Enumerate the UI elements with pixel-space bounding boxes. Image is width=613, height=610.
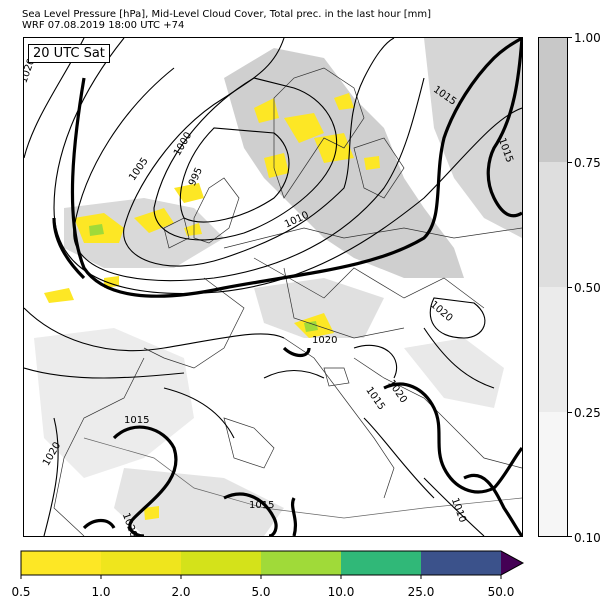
precip-band xyxy=(421,551,501,575)
map-canvas: 1020 1005 1000 995 1010 1015 1015 1020 1… xyxy=(24,38,522,536)
cloud-tick: 0.10 xyxy=(574,531,601,545)
cloud-tick: 0.25 xyxy=(574,406,601,420)
cloud-band-top xyxy=(539,38,567,162)
isobar-label: 1015 xyxy=(249,500,274,511)
precipitation-heavy xyxy=(89,224,318,332)
cloud-tick: 0.50 xyxy=(574,281,601,295)
isobar-label: 1010 xyxy=(449,497,468,525)
precip-band xyxy=(21,551,101,575)
isobar-label: 1020 xyxy=(41,440,63,468)
precip-band xyxy=(181,551,261,575)
valid-time-label: 20 UTC Sat xyxy=(28,44,110,63)
isobar-label: 1020 xyxy=(312,335,337,346)
cloud-band-2 xyxy=(539,162,567,287)
precip-tick: 2.0 xyxy=(171,585,191,599)
isobar-1015-bold xyxy=(52,38,522,536)
precipitation-colorbar xyxy=(20,550,525,579)
precip-tick: 1.0 xyxy=(91,585,111,599)
precip-band xyxy=(341,551,421,575)
isobar-label: 1020 xyxy=(428,299,455,324)
weather-map: 1020 1005 1000 995 1010 1015 1015 1020 1… xyxy=(23,37,523,537)
cloud-band-bottom xyxy=(539,412,567,536)
isobar-label: 1010 xyxy=(283,210,311,231)
precip-band xyxy=(101,551,181,575)
isobar-label: 1015 xyxy=(363,385,387,412)
isobar-label: 1005 xyxy=(127,156,151,183)
precip-extend-arrow xyxy=(501,551,523,575)
precip-tick: 50.0 xyxy=(487,585,515,599)
cloud-cover-layer xyxy=(34,38,522,536)
isobar-label: 1000 xyxy=(172,130,194,158)
isobar-label: 1015 xyxy=(124,415,149,426)
precip-tick: 25.0 xyxy=(407,585,435,599)
precip-tick: 5.0 xyxy=(251,585,271,599)
precip-tick: 0.5 xyxy=(11,585,31,599)
cloud-tick: 1.00 xyxy=(574,31,601,45)
isobar-label: 1020 xyxy=(385,378,409,405)
cloud-band-3 xyxy=(539,287,567,412)
precip-tick: 10.0 xyxy=(327,585,355,599)
map-title: Sea Level Pressure [hPa], Mid-Level Clou… xyxy=(22,9,432,20)
cloud-tick: 0.75 xyxy=(574,156,601,170)
precip-band xyxy=(261,551,341,575)
isobar-label: 995 xyxy=(187,166,205,188)
coastlines xyxy=(53,67,522,536)
cloud-cover-colorbar xyxy=(538,37,568,537)
model-run-subtitle: WRF 07.08.2019 18:00 UTC +74 xyxy=(22,20,185,31)
